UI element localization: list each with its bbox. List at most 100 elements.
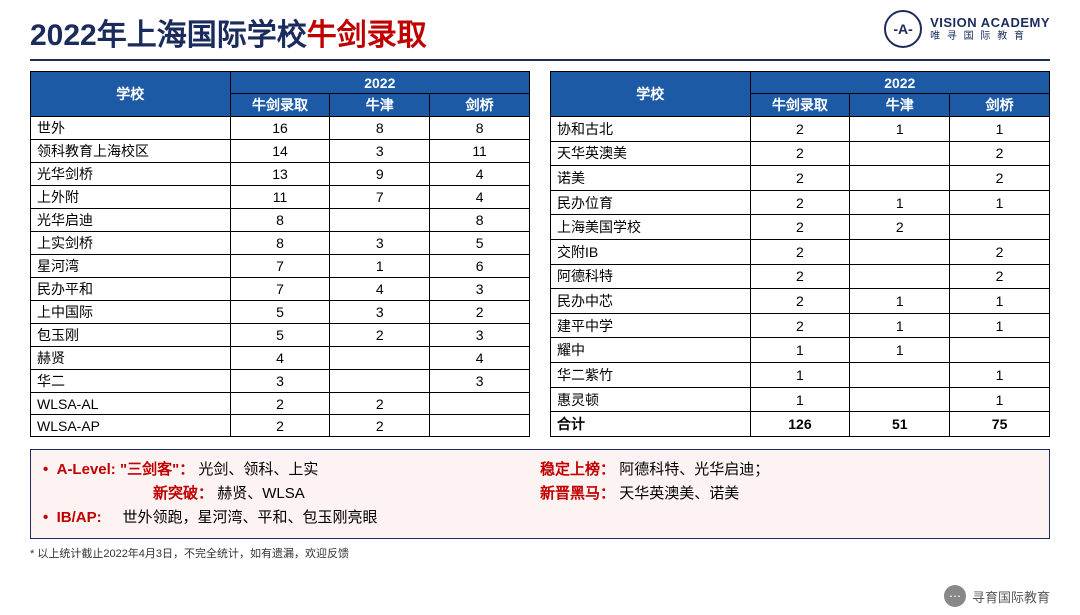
cell: 1: [950, 117, 1050, 142]
footer-tag: ⋯ 寻育国际教育: [944, 585, 1050, 607]
cell: 2: [950, 166, 1050, 191]
note-l2-red: 新突破：: [153, 485, 213, 502]
cell: 耀中: [551, 338, 751, 363]
note-r1-text: 阿德科特、光华启迪；: [619, 461, 769, 478]
table-row: 星河湾716: [31, 255, 530, 278]
cell: 14: [230, 140, 330, 163]
disclaimer: * 以上统计截止2022年4月3日，不完全统计，如有遗漏，欢迎反馈: [0, 539, 1080, 561]
th-year: 2022: [750, 72, 1049, 94]
cell: 2: [750, 141, 850, 166]
page-title: 2022年上海国际学校牛剑录取: [30, 10, 427, 54]
cell: 民办中芯: [551, 289, 751, 314]
cell: 8: [430, 117, 530, 140]
cell: 4: [430, 163, 530, 186]
cell: 赫贤: [31, 347, 231, 370]
cell: 8: [430, 209, 530, 232]
cell: [430, 393, 530, 415]
header-divider: [30, 59, 1050, 61]
cell: 5: [230, 324, 330, 347]
cell: 11: [430, 140, 530, 163]
note-alevel-label: A-Level:: [57, 461, 116, 478]
table-row: 惠灵顿11: [551, 387, 1050, 412]
cell: 1: [850, 190, 950, 215]
table-row: 天华英澳美22: [551, 141, 1050, 166]
cell: 建平中学: [551, 313, 751, 338]
bullet: •: [43, 509, 48, 526]
title-part2: 牛剑录取: [307, 19, 427, 52]
cell: 3: [430, 278, 530, 301]
cell: 6: [430, 255, 530, 278]
note-l1-red: "三剑客"：: [120, 461, 194, 478]
logo: -A- VISION ACADEMY 唯 寻 国 际 教 育: [884, 10, 1050, 48]
cell: 7: [230, 255, 330, 278]
logo-cn: 唯 寻 国 际 教 育: [930, 31, 1050, 42]
cell: 交附IB: [551, 240, 751, 265]
cell: 华二紫竹: [551, 363, 751, 388]
cell: 1: [850, 117, 950, 142]
cell: 4: [430, 347, 530, 370]
bullet: •: [43, 461, 48, 478]
cell: 75: [950, 412, 1050, 437]
note-r1-red: 稳定上榜：: [540, 461, 615, 478]
table-row: 赫贤44: [31, 347, 530, 370]
cell: 合计: [551, 412, 751, 437]
cell: 3: [430, 324, 530, 347]
cell: 1: [330, 255, 430, 278]
table-row: 合计1265175: [551, 412, 1050, 437]
cell: [850, 363, 950, 388]
cell: 1: [750, 387, 850, 412]
cell: 1: [850, 338, 950, 363]
note-l3-text: 世外领跑，星河湾、平和、包玉刚亮眼: [122, 509, 377, 526]
cell: [850, 264, 950, 289]
cell: 2: [430, 301, 530, 324]
table-row: 民办平和743: [31, 278, 530, 301]
cell: 2: [330, 324, 430, 347]
th-oxford: 牛津: [330, 94, 430, 117]
table-row: 上中国际532: [31, 301, 530, 324]
table-left: 学校 2022 牛剑录取 牛津 剑桥 世外1688领科教育上海校区14311光华…: [30, 71, 530, 437]
cell: 5: [230, 301, 330, 324]
table-row: 华二紫竹11: [551, 363, 1050, 388]
cell: 2: [230, 415, 330, 437]
cell: 51: [850, 412, 950, 437]
cell: 领科教育上海校区: [31, 140, 231, 163]
cell: 9: [330, 163, 430, 186]
cell: 包玉刚: [31, 324, 231, 347]
table-row: 交附IB22: [551, 240, 1050, 265]
cell: 星河湾: [31, 255, 231, 278]
cell: 4: [230, 347, 330, 370]
cell: 光华启迪: [31, 209, 231, 232]
cell: 1: [950, 387, 1050, 412]
cell: 2: [750, 166, 850, 191]
cell: 2: [950, 264, 1050, 289]
cell: 126: [750, 412, 850, 437]
table-row: 耀中11: [551, 338, 1050, 363]
note-r2-red: 新晋黑马：: [540, 485, 615, 502]
cell: 协和古北: [551, 117, 751, 142]
table-row: 诺美22: [551, 166, 1050, 191]
note-l2-text: 赫贤、WLSA: [217, 485, 305, 502]
th-school: 学校: [31, 72, 231, 117]
cell: 上中国际: [31, 301, 231, 324]
cell: 2: [850, 215, 950, 240]
cell: 2: [750, 264, 850, 289]
th-total: 牛剑录取: [750, 94, 850, 117]
table-right: 学校 2022 牛剑录取 牛津 剑桥 协和古北211天华英澳美22诺美22民办位…: [550, 71, 1050, 437]
footer-text: 寻育国际教育: [972, 587, 1050, 606]
wechat-icon: ⋯: [944, 585, 966, 607]
th-year: 2022: [230, 72, 529, 94]
cell: 4: [430, 186, 530, 209]
cell: 华二: [31, 370, 231, 393]
cell: 世外: [31, 117, 231, 140]
cell: [850, 240, 950, 265]
cell: 13: [230, 163, 330, 186]
cell: 8: [330, 117, 430, 140]
cell: 上实剑桥: [31, 232, 231, 255]
table-row: 上实剑桥835: [31, 232, 530, 255]
cell: 2: [750, 190, 850, 215]
table-row: 华二33: [31, 370, 530, 393]
cell: [850, 387, 950, 412]
cell: 1: [950, 313, 1050, 338]
cell: 16: [230, 117, 330, 140]
cell: 惠灵顿: [551, 387, 751, 412]
